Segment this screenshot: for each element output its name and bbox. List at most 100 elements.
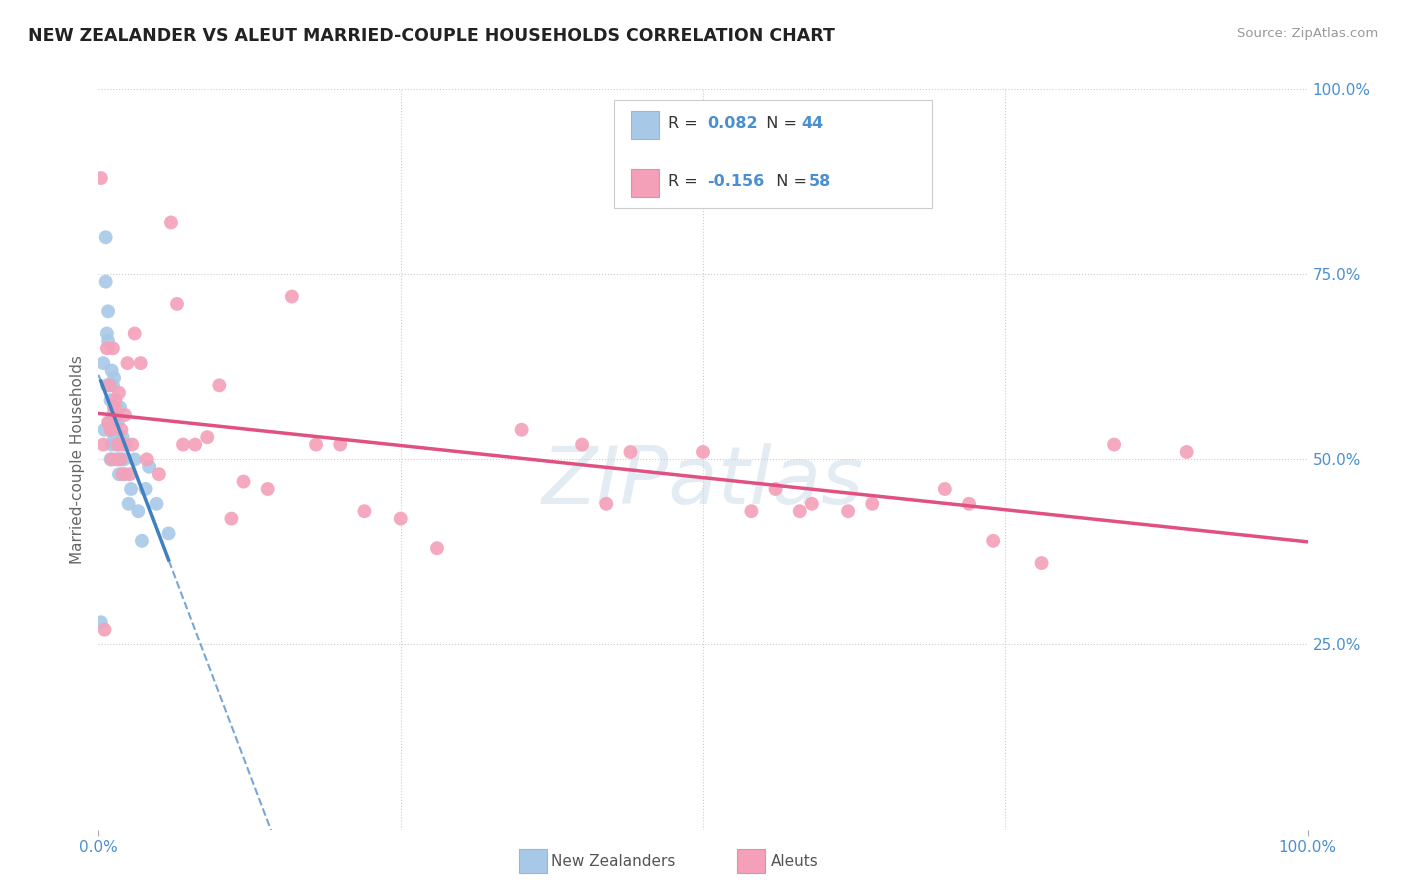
Point	[100, 452, 122, 467]
Point	[120, 482, 142, 496]
Point	[981, 533, 1004, 548]
Point	[111, 430, 134, 444]
Point	[138, 459, 160, 474]
Point	[100, 452, 122, 467]
Point	[124, 452, 146, 467]
Point	[91, 356, 114, 370]
Point	[100, 437, 122, 451]
Point	[860, 497, 883, 511]
Point	[1102, 437, 1125, 451]
Point	[353, 504, 375, 518]
Point	[105, 408, 128, 422]
Text: R =: R =	[668, 174, 703, 189]
Text: 44: 44	[801, 116, 824, 131]
Point	[108, 385, 131, 400]
Text: 0.082: 0.082	[707, 116, 758, 131]
Text: Source: ZipAtlas.com: Source: ZipAtlas.com	[1237, 27, 1378, 40]
Point	[1175, 445, 1198, 459]
Point	[135, 452, 157, 467]
Point	[595, 497, 617, 511]
Text: ZIPatlas: ZIPatlas	[541, 442, 865, 521]
Point	[108, 437, 131, 451]
Point	[96, 326, 118, 341]
Point	[104, 452, 127, 467]
Point	[104, 415, 127, 429]
Point	[957, 497, 980, 511]
Point	[110, 423, 132, 437]
Point	[94, 275, 117, 289]
Point	[105, 401, 128, 415]
Point	[740, 504, 762, 518]
Text: N =: N =	[766, 174, 813, 189]
Point	[97, 304, 120, 318]
Text: N =: N =	[756, 116, 803, 131]
Point	[101, 408, 124, 422]
Point	[100, 423, 122, 437]
Text: R =: R =	[668, 116, 703, 131]
Point	[108, 467, 131, 482]
Point	[100, 423, 122, 437]
Point	[135, 482, 157, 496]
Point	[112, 452, 135, 467]
Point	[389, 511, 412, 525]
Point	[692, 445, 714, 459]
Point	[105, 437, 128, 451]
Text: 58: 58	[808, 174, 831, 189]
Point	[221, 511, 243, 525]
Text: Aleuts: Aleuts	[770, 855, 818, 869]
Point	[114, 408, 136, 422]
Point	[1031, 556, 1053, 570]
Point	[118, 497, 141, 511]
Point	[124, 326, 146, 341]
Point	[98, 378, 121, 392]
Point	[93, 623, 115, 637]
Point	[101, 341, 124, 355]
Point	[789, 504, 811, 518]
Point	[510, 423, 533, 437]
Point	[131, 533, 153, 548]
Point	[90, 171, 112, 186]
Point	[107, 415, 129, 429]
Point	[800, 497, 823, 511]
Point	[91, 437, 114, 451]
Point	[103, 371, 125, 385]
Point	[160, 215, 183, 229]
Point	[148, 467, 170, 482]
Point	[281, 289, 304, 303]
Point	[157, 526, 180, 541]
Point	[115, 437, 138, 451]
Point	[100, 363, 122, 377]
Point	[619, 445, 641, 459]
Point	[837, 504, 859, 518]
Point	[329, 437, 352, 451]
Point	[129, 356, 152, 370]
Point	[166, 297, 188, 311]
Point	[114, 467, 136, 482]
Point	[112, 437, 135, 451]
Point	[426, 541, 449, 556]
Point	[97, 415, 120, 429]
Point	[111, 467, 134, 482]
Point	[97, 334, 120, 348]
Point	[104, 393, 127, 408]
Text: NEW ZEALANDER VS ALEUT MARRIED-COUPLE HOUSEHOLDS CORRELATION CHART: NEW ZEALANDER VS ALEUT MARRIED-COUPLE HO…	[28, 27, 835, 45]
Point	[101, 378, 124, 392]
Point	[93, 423, 115, 437]
Point	[103, 401, 125, 415]
Point	[571, 437, 593, 451]
Point	[108, 452, 131, 467]
Point	[107, 452, 129, 467]
Point	[195, 430, 218, 444]
Point	[96, 341, 118, 355]
Point	[108, 401, 131, 415]
Point	[96, 378, 118, 392]
Point	[172, 437, 194, 451]
Point	[121, 437, 143, 451]
Point	[118, 467, 141, 482]
Point	[184, 437, 207, 451]
Point	[127, 504, 149, 518]
Point	[117, 356, 139, 370]
Point	[110, 452, 132, 467]
Point	[934, 482, 956, 496]
Point	[107, 437, 129, 451]
